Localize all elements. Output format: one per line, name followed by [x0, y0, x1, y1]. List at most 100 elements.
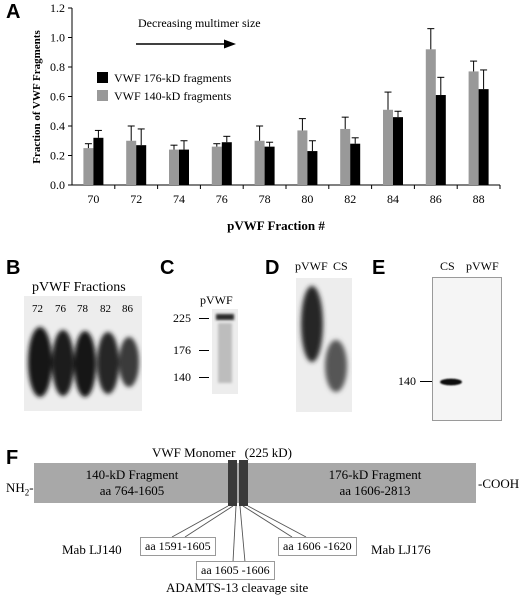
bar-140kd — [211, 146, 222, 185]
bar-140kd — [468, 71, 479, 185]
x-tick-label: 70 — [87, 192, 99, 206]
x-tick-label: 80 — [301, 192, 313, 206]
lane-label-76: 76 — [55, 303, 66, 315]
panel-e-lane-cs: CS — [440, 259, 455, 273]
n-terminus-label: NH2- — [6, 480, 34, 498]
lane-label-82: 82 — [100, 303, 111, 315]
gel-panel-b-bands — [28, 327, 139, 397]
panel-b-letter: B — [6, 257, 21, 279]
bar-chart: 0.0 0.2 0.4 0.6 0.8 1.0 1.2 70 72 74 76 78 80 82 84 86 8… — [31, 1, 501, 233]
bar-176kd — [393, 117, 403, 185]
monomer-title-size: (225 kD) — [244, 445, 292, 460]
panel-d-letter: D — [265, 257, 280, 279]
bar-140kd — [169, 149, 179, 185]
y-tick-label: 1.2 — [50, 1, 65, 15]
band-smear-c — [218, 323, 232, 383]
panel-a-letter: A — [6, 1, 21, 23]
connector-mid-1 — [232, 505, 237, 563]
bar-140kd — [340, 128, 351, 185]
c-terminus-label: -COOH — [478, 476, 520, 491]
bar-176kd — [136, 145, 147, 185]
bar-140kd — [425, 49, 436, 185]
y-tick-label: 0.4 — [50, 119, 65, 133]
x-tick-label: 86 — [430, 192, 442, 206]
band-lane-82 — [97, 332, 119, 394]
marker-225: 225 — [173, 311, 191, 325]
bar-176kd — [264, 146, 275, 185]
connector-left — [171, 505, 229, 538]
band-pvwf-d — [301, 286, 323, 362]
bar-140kd — [126, 140, 137, 185]
lane-label-78: 78 — [77, 303, 88, 315]
right-fragment-name: 176-kD Fragment — [328, 467, 422, 482]
x-tick-label: 82 — [344, 192, 356, 206]
y-tick-label: 1.0 — [50, 31, 65, 45]
bar-176kd — [478, 89, 489, 185]
connector-left-2 — [184, 505, 234, 538]
right-fragment-range: aa 1606-2813 — [339, 483, 411, 498]
lane-label-86: 86 — [122, 303, 133, 315]
monomer-title-name: VWF Monomer — [152, 445, 236, 460]
cleavage-range-box: aa 1605 -1606 — [196, 561, 275, 580]
marker-225-tick — [199, 318, 209, 319]
panel-d-lane-pvwf: pVWF — [295, 259, 328, 273]
left-fragment-label: 140-kD Fragment aa 764-1605 — [62, 467, 202, 499]
connector-right — [242, 505, 293, 538]
band-lane-72 — [28, 327, 52, 397]
connector-right-2 — [247, 505, 307, 538]
y-tick-label: 0.2 — [50, 149, 65, 163]
band-225 — [216, 314, 234, 320]
left-fragment-range: aa 764-1605 — [99, 483, 165, 498]
lane-label-72: 72 — [32, 303, 43, 315]
cleavage-block-left — [228, 460, 237, 506]
epitope-left-box: aa 1591-1605 — [140, 537, 216, 556]
panel-e-lane-pvwf: pVWF — [466, 259, 499, 273]
gel-panel-d — [296, 278, 352, 412]
panel-b-title: pVWF Fractions — [32, 280, 126, 295]
marker-140-e: 140 — [398, 374, 416, 388]
n-terminus-subscript: 2 — [24, 487, 30, 498]
n-terminus-text: NH — [6, 480, 25, 495]
panel-c-letter: C — [160, 257, 175, 279]
legend-swatch-176 — [97, 72, 108, 83]
x-tick-label: 84 — [387, 192, 399, 206]
y-tick-label: 0.8 — [50, 60, 65, 74]
x-tick-label: 78 — [259, 192, 271, 206]
gel-panel-c-bands — [216, 314, 234, 383]
legend-label-140: VWF 140-kD fragments — [114, 89, 232, 103]
mab-lj176-label: Mab LJ176 — [371, 542, 431, 557]
band-cs-d — [325, 340, 347, 392]
left-fragment-name: 140-kD Fragment — [85, 467, 179, 482]
x-tick-label: 72 — [130, 192, 142, 206]
y-tick-label: 0.0 — [50, 178, 65, 192]
y-axis-label: Fraction of VWF Fragments — [31, 30, 43, 164]
y-tick-label: 0.6 — [50, 90, 65, 104]
bar-176kd — [93, 137, 104, 185]
connector-mid-2 — [239, 505, 246, 563]
panel-d-lane-cs: CS — [333, 259, 348, 273]
x-tick-label: 88 — [473, 192, 485, 206]
marker-140-tick — [199, 377, 209, 378]
bar-176kd — [221, 142, 232, 185]
monomer-bar — [34, 463, 476, 503]
monomer-title: VWF Monomer (225 kD) — [152, 445, 292, 461]
band-lane-86 — [119, 337, 139, 387]
bar-140kd — [83, 148, 94, 185]
gel-panel-d-bands — [301, 286, 347, 392]
mab-lj140-label: Mab LJ140 — [62, 542, 122, 557]
bar-176kd — [350, 143, 361, 185]
marker-176-tick — [199, 350, 209, 351]
x-tick-label: 76 — [216, 192, 228, 206]
marker-140: 140 — [173, 370, 191, 384]
legend-swatch-140 — [97, 90, 108, 101]
bar-176kd — [435, 95, 446, 185]
gel-panel-c — [212, 309, 238, 394]
x-axis-label: pVWF Fraction # — [227, 218, 325, 233]
panel-e-letter: E — [372, 257, 386, 279]
band-lane-76 — [52, 330, 74, 396]
band-140-e — [440, 378, 462, 386]
cleavage-block-right — [239, 460, 248, 506]
bar-140kd — [297, 130, 308, 185]
band-lane-78 — [74, 331, 96, 397]
x-tick-label: 74 — [173, 192, 185, 206]
